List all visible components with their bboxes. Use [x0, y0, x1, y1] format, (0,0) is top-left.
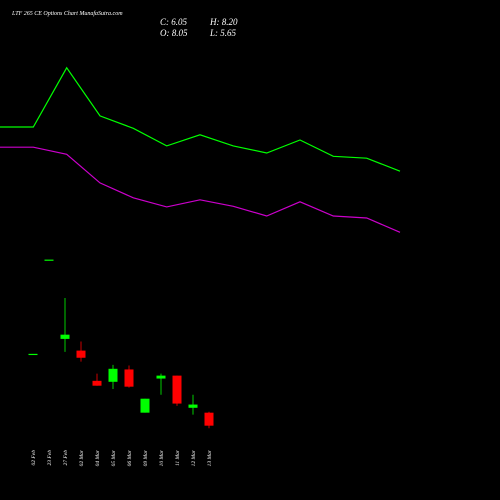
ohlc-high: H: 8.20 — [209, 17, 238, 27]
x-tick-label: 12 Mar — [191, 449, 197, 466]
x-tick-label: 04 Mar — [94, 449, 101, 466]
x-tick-label: 11 Mar — [175, 449, 181, 466]
x-tick-label: 02 Feb — [31, 450, 37, 466]
x-tick-label: 05 Mar — [111, 449, 117, 466]
line-series — [0, 66, 401, 172]
chart-title: LTF 265 CE Options Chart MunafaSutra.com — [11, 10, 123, 17]
candle-body — [76, 350, 86, 358]
candle-body — [28, 353, 38, 356]
candle-body — [204, 412, 214, 426]
candle-body — [92, 380, 102, 386]
candle-body — [60, 334, 70, 339]
x-tick-label: 02 Mar — [79, 449, 85, 466]
x-tick-label: 23 Feb — [47, 450, 53, 466]
ohlc-open: O: 8.05 — [160, 28, 188, 38]
x-tick-label: 10 Mar — [159, 449, 165, 466]
x-tick-label: 09 Mar — [143, 449, 149, 466]
line-series — [0, 146, 401, 233]
candle-body — [188, 404, 198, 408]
ohlc-low: L: 5.65 — [209, 28, 237, 38]
x-tick-label: 06 Mar — [127, 449, 133, 466]
candle-body — [44, 259, 54, 261]
candle-body — [124, 369, 134, 387]
candle-body — [140, 398, 150, 413]
candle-body — [172, 375, 182, 404]
x-tick-label: 27 Feb — [63, 450, 69, 466]
ohlc-close: C: 6.05 — [160, 17, 188, 27]
candle-body — [108, 368, 118, 382]
candle-body — [156, 375, 166, 379]
x-tick-label: 13 Mar — [207, 449, 213, 466]
